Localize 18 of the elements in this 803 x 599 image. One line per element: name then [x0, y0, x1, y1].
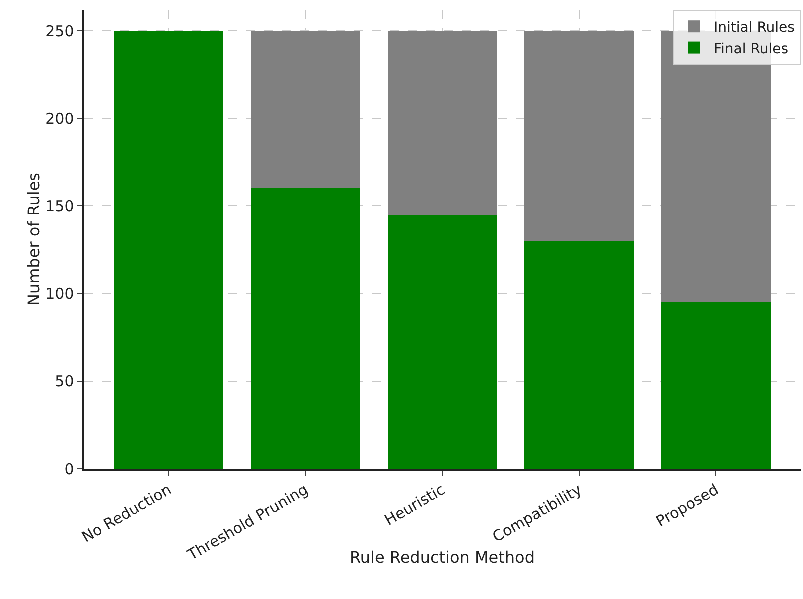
y-tick-label: 50 — [55, 372, 74, 391]
legend-label: Final Rules — [714, 41, 788, 58]
bar — [250, 31, 360, 189]
y-axis-title: Number of Rules — [24, 172, 44, 306]
x-axis-title: Rule Reduction Method — [350, 548, 535, 568]
bar — [524, 241, 634, 469]
y-tick-label: 200 — [46, 110, 74, 128]
bar — [388, 31, 498, 215]
y-tick-label: 100 — [46, 285, 74, 304]
bar — [661, 302, 771, 469]
bar — [388, 214, 498, 469]
y-tick-label: 150 — [46, 197, 74, 216]
bar — [524, 31, 634, 242]
bar — [114, 31, 224, 469]
y-tick-label: 250 — [46, 22, 74, 40]
y-tick-label: 0 — [64, 460, 74, 478]
legend-label: Initial Rules — [714, 20, 795, 36]
bar — [250, 188, 360, 469]
